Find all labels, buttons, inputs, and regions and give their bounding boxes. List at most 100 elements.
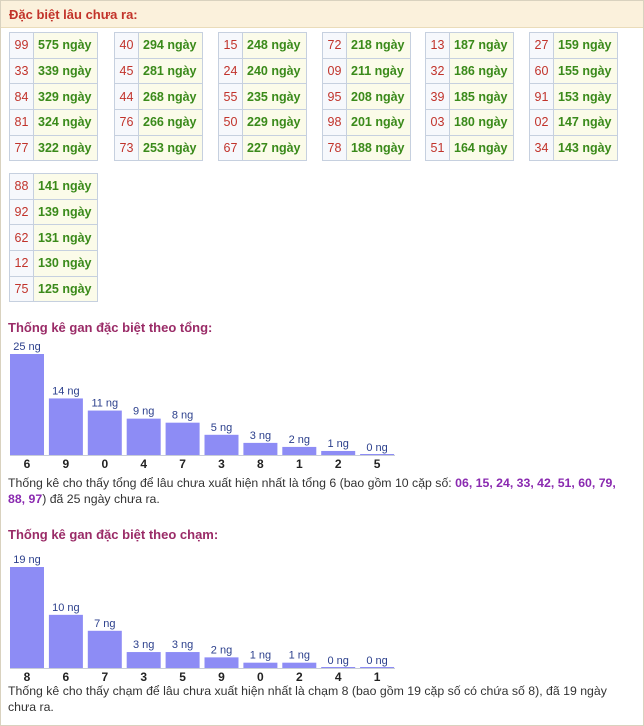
pair-number: 91 bbox=[529, 83, 554, 111]
category-label: 1 bbox=[296, 457, 303, 471]
chart-bar bbox=[48, 398, 83, 455]
table-row: 67 227 ngày bbox=[218, 134, 307, 162]
category-label: 6 bbox=[24, 457, 31, 471]
table-row: 44 268 ngày bbox=[114, 83, 203, 111]
bar-value-label: 5 ng bbox=[211, 422, 232, 434]
chart-bar bbox=[243, 442, 278, 455]
table-row: 09 211 ngày bbox=[322, 57, 411, 85]
days-absent: 164 ngày bbox=[449, 134, 514, 162]
bar-value-label: 8 ng bbox=[172, 410, 193, 422]
title-bar: Đặc biệt lâu chưa ra: bbox=[1, 1, 643, 28]
bar-value-label: 19 ng bbox=[13, 554, 41, 566]
table-row: 34 143 ngày bbox=[529, 134, 618, 162]
days-absent: 187 ngày bbox=[449, 32, 514, 59]
bar-value-label: 1 ng bbox=[250, 650, 271, 662]
bar-value-label: 0 ng bbox=[366, 655, 387, 667]
chart-bar bbox=[165, 652, 200, 668]
gan-table: 15 248 ngày 24 240 ngày 55 235 ngày 50 229 ngày… bbox=[218, 32, 307, 162]
table-row: 03 180 ngày bbox=[425, 109, 514, 136]
days-absent: 235 ngày bbox=[242, 83, 307, 111]
section-title-cham: Thống kê gan đặc biệt theo chạm: bbox=[8, 527, 219, 542]
table-row: 88 141 ngày bbox=[9, 173, 98, 200]
category-label: 3 bbox=[218, 457, 225, 471]
table-row: 84 329 ngày bbox=[9, 83, 98, 111]
days-absent: 324 ngày bbox=[33, 109, 98, 136]
bar-value-label: 3 ng bbox=[133, 639, 154, 651]
pair-number: 84 bbox=[9, 83, 34, 111]
pair-number: 98 bbox=[322, 109, 347, 136]
pair-number: 50 bbox=[218, 109, 243, 136]
table-row: 81 324 ngày bbox=[9, 109, 98, 136]
pair-number: 77 bbox=[9, 134, 34, 162]
bar-value-label: 14 ng bbox=[52, 385, 80, 397]
days-absent: 130 ngày bbox=[33, 250, 98, 277]
days-absent: 139 ngày bbox=[33, 198, 98, 226]
pair-number: 12 bbox=[9, 250, 34, 277]
gan-table: 99 575 ngày 33 339 ngày 84 329 ngày 81 324 ngày… bbox=[9, 32, 98, 162]
bar-value-label: 7 ng bbox=[94, 618, 115, 630]
chart-bar bbox=[10, 354, 44, 455]
days-absent: 131 ngày bbox=[33, 224, 98, 252]
bar-value-label: 10 ng bbox=[52, 602, 80, 614]
table-row: 98 201 ngày bbox=[322, 109, 411, 136]
gan-table: 72 218 ngày 09 211 ngày 95 208 ngày 98 201 ngày… bbox=[322, 32, 411, 162]
table-row: 77 322 ngày bbox=[9, 134, 98, 162]
table-row: 60 155 ngày bbox=[529, 57, 618, 85]
days-absent: 147 ngày bbox=[553, 109, 618, 136]
table-row: 13 187 ngày bbox=[425, 32, 514, 59]
section-title-tong: Thống kê gan đặc biệt theo tổng: bbox=[8, 320, 213, 335]
days-absent: 227 ngày bbox=[242, 134, 307, 162]
category-label: 5 bbox=[374, 457, 381, 471]
table-row: 27 159 ngày bbox=[529, 32, 618, 59]
category-label: 0 bbox=[257, 670, 264, 682]
category-label: 4 bbox=[335, 670, 342, 682]
table-row: 02 147 ngày bbox=[529, 109, 618, 136]
pair-number: 03 bbox=[425, 109, 450, 136]
table-row: 12 130 ngày bbox=[9, 250, 98, 277]
days-absent: 229 ngày bbox=[242, 109, 307, 136]
pair-number: 24 bbox=[218, 57, 243, 85]
table-row: 33 339 ngày bbox=[9, 57, 98, 85]
chart-bar bbox=[204, 657, 239, 668]
bar-value-label: 9 ng bbox=[133, 406, 154, 418]
days-absent: 125 ngày bbox=[33, 275, 98, 303]
chart-bar bbox=[282, 662, 317, 668]
table-row: 15 248 ngày bbox=[218, 32, 307, 59]
pair-number: 75 bbox=[9, 275, 34, 303]
chart-bar bbox=[282, 446, 317, 455]
chart-bar bbox=[126, 652, 161, 668]
summary-cham: Thống kê cho thấy chạm để lâu chưa xuất … bbox=[8, 684, 607, 714]
bar-value-label: 25 ng bbox=[13, 341, 41, 353]
days-absent: 153 ngày bbox=[553, 83, 618, 111]
days-absent: 248 ngày bbox=[242, 32, 307, 59]
chart-bar bbox=[243, 662, 278, 668]
gan-table: 13 187 ngày 32 186 ngày 39 185 ngày 03 180 ngày… bbox=[425, 32, 514, 162]
table-row: 45 281 ngày bbox=[114, 57, 203, 85]
days-absent: 185 ngày bbox=[449, 83, 514, 111]
days-absent: 281 ngày bbox=[138, 57, 203, 85]
pair-number: 73 bbox=[114, 134, 139, 162]
bar-value-label: 3 ng bbox=[250, 430, 271, 442]
pair-number: 92 bbox=[9, 198, 34, 226]
pair-number: 09 bbox=[322, 57, 347, 85]
pair-number: 88 bbox=[9, 173, 34, 200]
days-absent: 155 ngày bbox=[553, 57, 618, 85]
category-label: 5 bbox=[179, 670, 186, 682]
table-row: 99 575 ngày bbox=[9, 32, 98, 59]
pair-number: 62 bbox=[9, 224, 34, 252]
page-title: Đặc biệt lâu chưa ra: bbox=[9, 7, 138, 22]
bar-value-label: 1 ng bbox=[289, 650, 310, 662]
bar-value-label: 3 ng bbox=[172, 639, 193, 651]
pair-number: 95 bbox=[322, 83, 347, 111]
chart-bar bbox=[87, 630, 122, 668]
pair-number: 81 bbox=[9, 109, 34, 136]
pair-number: 45 bbox=[114, 57, 139, 85]
table-row: 50 229 ngày bbox=[218, 109, 307, 136]
table-row: 95 208 ngày bbox=[322, 83, 411, 111]
pair-number: 13 bbox=[425, 32, 450, 59]
bar-value-label: 0 ng bbox=[327, 655, 348, 667]
table-row: 55 235 ngày bbox=[218, 83, 307, 111]
table-row: 24 240 ngày bbox=[218, 57, 307, 85]
